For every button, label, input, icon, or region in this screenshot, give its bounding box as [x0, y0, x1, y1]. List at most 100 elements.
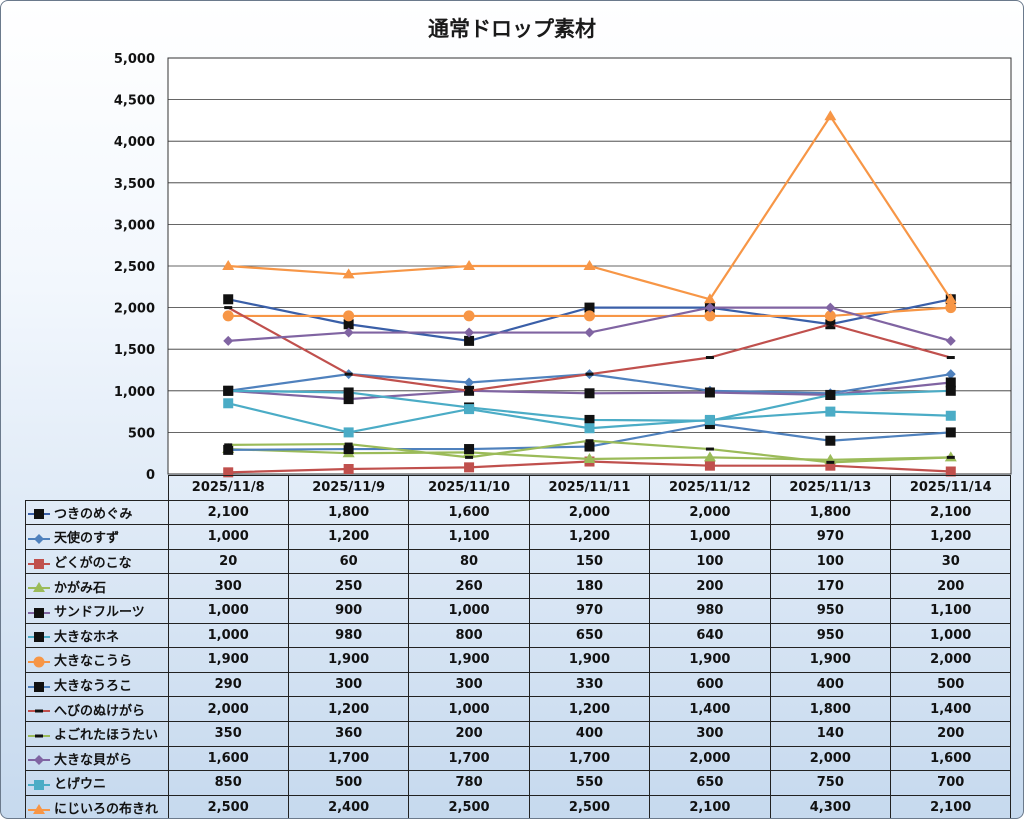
data-label: 2,000: [769, 745, 892, 772]
data-label: 200: [890, 573, 1012, 599]
data-label: 2,100: [890, 794, 1012, 818]
series-name: よごれたほうたい: [54, 728, 159, 744]
series-name: 大きな貝がら: [54, 752, 133, 768]
data-label: 980: [287, 622, 410, 649]
table-row: へびのぬけがら 2,000 1,200 1,000 1,200 1,400 1,800 1,4…: [25, 696, 1012, 722]
legend-key: [28, 803, 50, 814]
data-label: 200: [649, 573, 771, 599]
table-row: サンドフルーツ 1,000 900 1,000 970 980 950 1,100: [25, 597, 1012, 624]
data-label: 300: [287, 671, 410, 698]
data-point: [704, 414, 715, 425]
data-label: 1,100: [408, 524, 530, 550]
data-point: [944, 293, 957, 304]
legend-entry: 大きな貝がら: [25, 745, 169, 772]
data-point: [945, 335, 956, 346]
data-point: [343, 464, 354, 475]
data-label: 200: [890, 720, 1012, 747]
data-point: [585, 439, 594, 443]
data-label: 1,800: [769, 696, 892, 722]
data-point: [825, 435, 836, 446]
legend-key: [28, 533, 50, 544]
data-label: 250: [287, 573, 410, 599]
data-label: 600: [649, 671, 771, 698]
data-label: 360: [287, 720, 410, 747]
data-label: 2,500: [167, 794, 289, 818]
legend-entry: 天使のすず: [25, 524, 169, 550]
legend-entry: とげウニ: [25, 770, 169, 796]
data-point: [343, 444, 354, 455]
data-point: [585, 372, 594, 376]
data-label: 2,000: [649, 745, 771, 772]
x-tick-label: 2025/11/8: [167, 475, 289, 501]
data-label: 1,200: [287, 696, 410, 722]
data-label: 2,100: [167, 499, 289, 526]
data-label: 650: [649, 770, 771, 796]
data-point: [222, 260, 235, 270]
table-row: 大きな貝がら 1,600 1,700 1,700 1,700 2,000 2,000 1,60…: [25, 745, 1012, 772]
y-tick-label: 3,500: [114, 177, 155, 192]
series-name: とげウニ: [54, 777, 107, 793]
data-label: 300: [167, 573, 289, 599]
data-point: [224, 443, 233, 447]
data-point: [825, 389, 836, 400]
data-label: 140: [769, 720, 892, 747]
data-label: 350: [167, 720, 289, 747]
data-point: [584, 441, 595, 452]
data-point: [703, 293, 716, 304]
legend-key: [28, 632, 50, 643]
data-point: [223, 335, 234, 346]
series-name: 大きなうろこ: [54, 679, 133, 695]
data-point: [464, 335, 475, 346]
data-point: [344, 442, 353, 446]
data-label: 1,700: [408, 745, 530, 772]
series-name: かがみ石: [54, 580, 107, 596]
legend-entry: かがみ石: [25, 573, 169, 599]
data-point: [223, 467, 234, 478]
data-point: [223, 385, 234, 396]
table-row: かがみ石 300 250 260 180 200 170 200: [25, 573, 1012, 599]
data-label: 2,500: [408, 794, 530, 818]
y-tick-label: 0: [146, 468, 155, 481]
data-label: 1,900: [287, 647, 410, 673]
data-point: [825, 302, 836, 313]
series: [223, 398, 956, 438]
series-name: どくがのこな: [54, 556, 132, 572]
x-tick-label: 2025/11/12: [649, 475, 771, 501]
data-point: [946, 356, 955, 360]
data-label: 290: [167, 671, 289, 698]
legend-entry: にじいろの布きれ: [25, 794, 169, 818]
data-label: 80: [408, 548, 530, 575]
series-name: 大きなこうら: [54, 654, 133, 670]
series: [224, 306, 955, 393]
data-point: [464, 462, 475, 473]
data-label: 4,300: [769, 794, 892, 818]
legend-entry: よごれたほうたい: [25, 720, 169, 747]
data-label: 850: [167, 770, 289, 796]
data-label: 1,900: [649, 647, 771, 673]
legend-key: [28, 755, 50, 766]
data-label: 970: [528, 597, 651, 624]
data-label: 2,000: [890, 647, 1012, 673]
data-label: 60: [287, 548, 410, 575]
legend-entry: 大きなうろこ: [25, 671, 169, 698]
series-name: 天使のすず: [54, 531, 120, 547]
data-label: 640: [649, 622, 771, 649]
data-point: [342, 268, 355, 279]
data-point: [464, 404, 475, 415]
data-point: [945, 427, 956, 438]
legend-entry: どくがのこな: [25, 548, 169, 575]
data-label: 800: [408, 622, 530, 649]
data-point: [826, 460, 835, 464]
data-label: 300: [408, 671, 530, 698]
data-point: [343, 427, 354, 438]
data-label: 30: [890, 548, 1012, 575]
data-point: [343, 327, 354, 338]
data-label: 1,900: [528, 647, 651, 673]
table-row: 天使のすず 1,000 1,200 1,100 1,200 1,000 970 1,200: [25, 524, 1012, 550]
x-tick-label: 2025/11/9: [287, 475, 410, 501]
data-point: [584, 414, 595, 425]
data-label: 1,600: [408, 499, 530, 526]
chart-title: 通常ドロップ素材: [428, 17, 596, 41]
y-tick-label: 5,000: [114, 52, 155, 67]
